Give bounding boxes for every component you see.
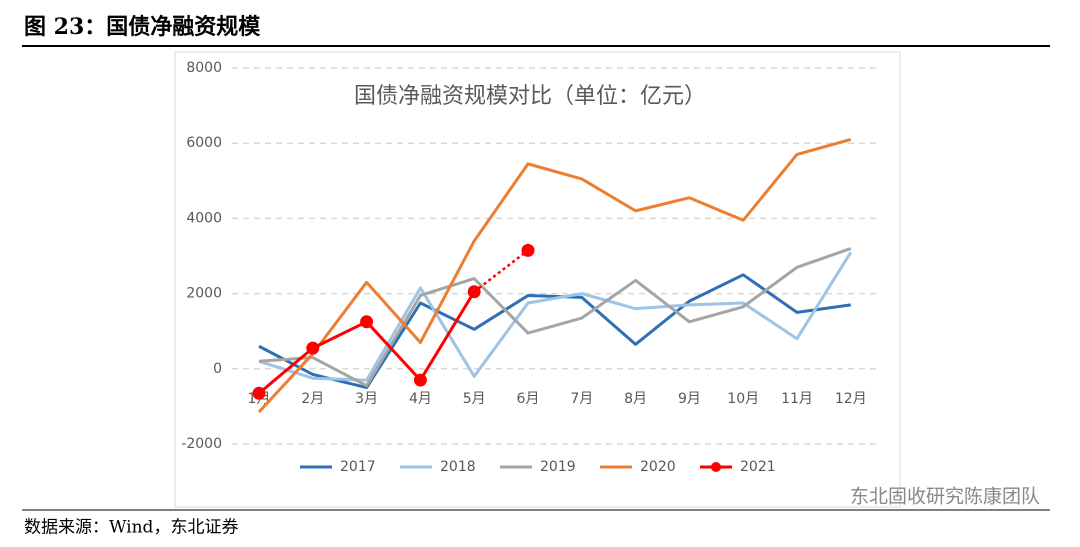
x-tick-label: 8月 [624, 391, 647, 407]
x-tick-label: 2月 [301, 391, 324, 407]
y-tick-label: -2000 [181, 436, 222, 452]
x-tick-label: 9月 [678, 391, 701, 407]
watermark: 东北固收研究陈康团队 [850, 486, 1040, 508]
y-tick-label: 4000 [186, 210, 222, 226]
y-tick-label: 0 [213, 361, 222, 377]
legend-marker [711, 462, 721, 472]
point-marker [252, 386, 266, 400]
legend-label: 2017 [340, 459, 376, 475]
x-tick-label: 4月 [409, 391, 432, 407]
y-tick-label: 2000 [186, 286, 222, 302]
series-dotted-segment [473, 249, 529, 293]
x-tick-label: 3月 [355, 391, 378, 407]
y-tick-label: 6000 [186, 135, 222, 151]
x-tick-label: 11月 [781, 391, 813, 407]
point-marker [521, 243, 535, 257]
point-marker [467, 285, 481, 299]
x-tick-label: 10月 [727, 391, 759, 407]
chart-title: 国债净融资规模对比（单位：亿元） [354, 84, 706, 109]
x-tick-label: 7月 [570, 391, 593, 407]
chart-frame [174, 51, 901, 508]
point-marker [413, 373, 427, 387]
legend-label: 2019 [540, 459, 576, 475]
legend-label: 2018 [440, 459, 476, 475]
point-marker [360, 315, 374, 329]
series-line [258, 247, 852, 388]
figure-title: 图 23：国债净融资规模 [24, 14, 261, 40]
y-tick-label: 8000 [186, 60, 222, 76]
legend-label: 2020 [640, 459, 676, 475]
series-line [258, 273, 852, 390]
x-tick-label: 5月 [463, 391, 486, 407]
point-marker [306, 341, 320, 355]
legend-label: 2021 [740, 459, 776, 475]
x-tick-label: 6月 [517, 391, 540, 407]
x-tick-label: 12月 [835, 391, 867, 407]
series-line [257, 137, 852, 414]
source: 数据来源：Wind，东北证券 [24, 518, 238, 538]
